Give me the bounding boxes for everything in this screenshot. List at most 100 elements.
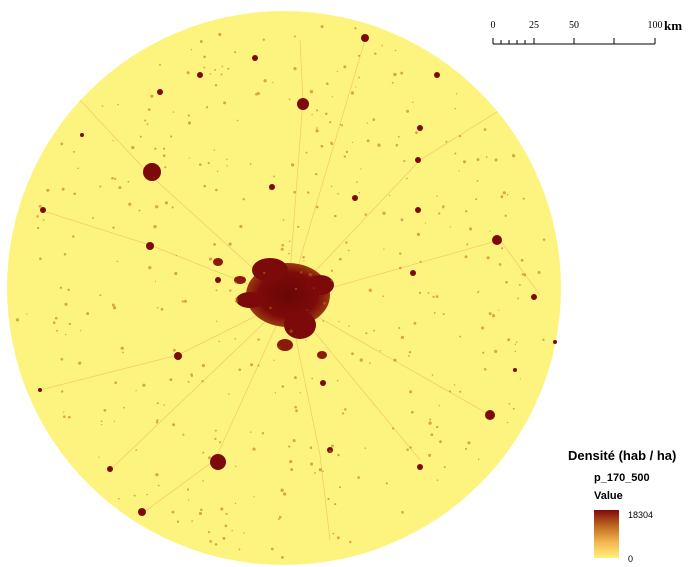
density-speck [424, 222, 427, 224]
density-speck [412, 101, 414, 104]
town-blob [215, 277, 221, 283]
density-speck [330, 269, 334, 272]
density-speck [400, 71, 404, 75]
density-speck [288, 98, 291, 101]
density-speck [542, 238, 546, 241]
legend: Densité (hab / ha) p_170_500 Value 18304… [568, 448, 692, 566]
density-speck [155, 205, 159, 209]
density-speck [330, 185, 333, 188]
density-speck [214, 84, 218, 87]
density-speck [495, 158, 498, 161]
density-speck [364, 447, 367, 449]
density-speck [100, 423, 103, 426]
density-speck [116, 260, 119, 263]
density-speck [262, 271, 266, 275]
density-speck [348, 325, 350, 327]
density-speck [171, 510, 175, 514]
density-speck [273, 175, 276, 178]
density-speck [226, 165, 228, 167]
density-speck [220, 73, 223, 76]
density-speck [239, 224, 243, 229]
density-speck [187, 488, 190, 490]
density-speck [290, 468, 294, 472]
density-speck [156, 419, 159, 422]
density-speck [326, 82, 329, 85]
density-speck [351, 352, 354, 356]
density-speck [498, 309, 500, 311]
density-speck [234, 281, 237, 284]
density-speck [122, 351, 124, 354]
density-speck [329, 121, 332, 124]
density-speck [512, 407, 515, 410]
density-speck [323, 301, 327, 305]
density-speck [218, 32, 222, 37]
density-speck [537, 271, 541, 274]
scale-tick-100: 100 [647, 20, 663, 31]
density-speck [234, 465, 237, 467]
density-speck [113, 420, 116, 422]
density-speck [280, 247, 284, 251]
density-speck [454, 107, 457, 110]
density-speck [257, 338, 260, 341]
density-speck [449, 226, 451, 228]
density-speck [327, 497, 330, 501]
density-speck [198, 511, 203, 516]
density-speck [293, 376, 297, 380]
density-speck [294, 287, 298, 291]
density-speck [522, 197, 525, 200]
density-speck [515, 341, 518, 343]
density-speck [488, 312, 492, 316]
density-speck [142, 383, 146, 387]
density-speck [419, 260, 422, 263]
density-speck [269, 306, 272, 310]
density-speck [252, 447, 256, 451]
density-speck [454, 152, 457, 155]
density-speck [289, 459, 293, 464]
density-speck [397, 135, 400, 138]
density-speck [409, 390, 413, 394]
density-speck [347, 249, 350, 252]
density-speck [364, 213, 368, 216]
density-speck [288, 252, 291, 255]
density-speck [214, 429, 217, 432]
density-speck [169, 378, 173, 382]
density-speck [459, 390, 462, 393]
density-speck [288, 445, 291, 448]
density-speck [236, 119, 239, 122]
density-speck [269, 189, 271, 191]
density-speck [399, 252, 402, 255]
density-speck [334, 503, 337, 506]
density-speck [39, 257, 42, 260]
density-speck [164, 201, 169, 205]
density-speck [249, 431, 252, 433]
density-speck [209, 257, 213, 261]
density-speck [306, 191, 310, 194]
density-speck [292, 439, 296, 443]
density-speck [60, 142, 64, 146]
satellite-towns [38, 34, 557, 516]
density-speck [281, 385, 285, 388]
density-speck [238, 548, 241, 551]
town-blob [417, 125, 423, 131]
scale-tick-25: 25 [529, 20, 539, 31]
density-speck [63, 415, 66, 418]
density-speck [476, 180, 479, 182]
density-speck [203, 66, 206, 69]
density-speck [391, 81, 394, 84]
density-speck [303, 260, 305, 262]
density-speck [231, 529, 233, 532]
density-speck [318, 468, 322, 472]
density-speck [111, 303, 115, 307]
density-speck [263, 79, 267, 83]
density-speck [393, 358, 397, 362]
town-blob [107, 466, 113, 472]
density-speck [366, 139, 370, 143]
density-speck [339, 123, 342, 126]
density-speck [500, 247, 504, 250]
density-speck [314, 172, 318, 176]
density-speck [330, 444, 334, 448]
density-speck [54, 316, 58, 320]
density-speck [63, 411, 65, 413]
density-speck [418, 291, 422, 295]
density-speck [72, 150, 75, 153]
